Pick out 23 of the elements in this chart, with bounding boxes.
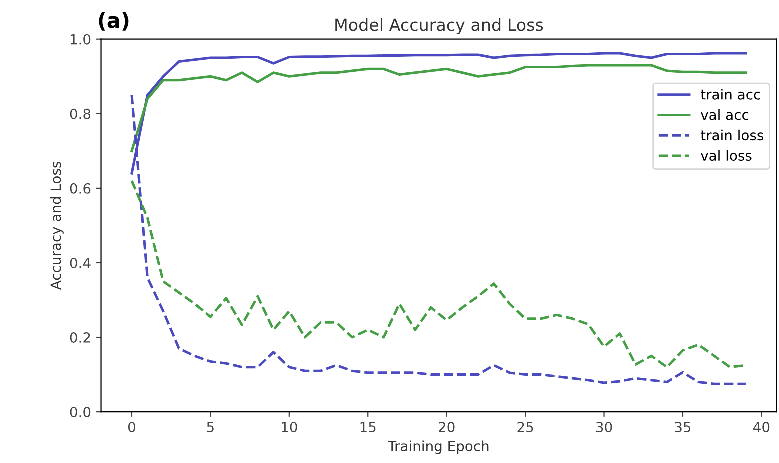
x-axis-title: Training Epoch — [388, 440, 489, 454]
legend-label: train loss — [700, 130, 764, 141]
legend-label: val loss — [701, 150, 752, 162]
chart-title: Model Accuracy and Loss — [336, 18, 544, 34]
x-tick-label: 35 — [675, 422, 691, 433]
x-tick-label: 40 — [754, 422, 770, 433]
y-tick-label: 0.8 — [70, 108, 91, 120]
y-tick-label: 0.2 — [70, 332, 90, 343]
y-axis-title: Accuracy and Loss — [50, 162, 64, 290]
x-tick-label: 0 — [128, 422, 136, 433]
y-tick-label: 1.0 — [70, 34, 91, 45]
text: (a) — [99, 12, 129, 31]
x-tick-label: 20 — [439, 422, 455, 433]
x-tick-label: 30 — [596, 422, 612, 433]
x-tick-label: 25 — [518, 422, 534, 433]
x-tick-label: 5 — [207, 422, 214, 433]
legend-label: val acc — [701, 110, 749, 120]
x-tick-label: 15 — [360, 422, 376, 433]
y-tick-label: 0.6 — [70, 183, 91, 194]
legend-label: train acc — [700, 89, 760, 100]
y-tick-label: 0.0 — [70, 407, 91, 418]
x-tick-label: 10 — [282, 422, 298, 433]
y-tick-label: 0.4 — [70, 258, 91, 268]
